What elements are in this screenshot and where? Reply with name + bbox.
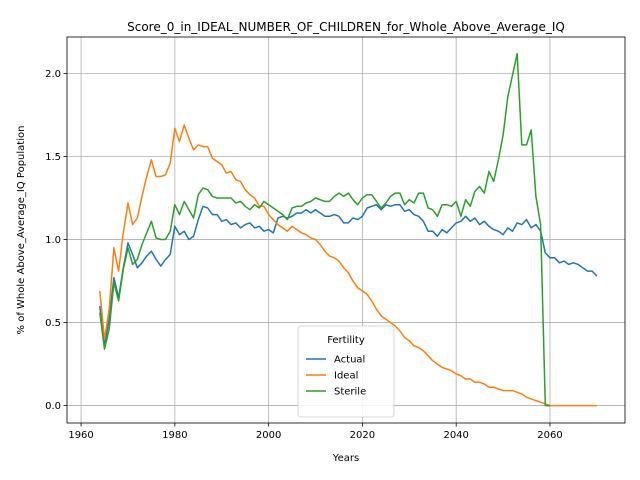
legend-label-ideal: Ideal (334, 371, 358, 382)
series-line-actual (99, 203, 598, 347)
y-axis-ticks: 0.0 0.5 1.0 1.5 2.0 (45, 69, 67, 412)
x-tick-label: 2060 (537, 430, 562, 441)
plot-frame (66, 36, 626, 424)
y-tick-label: 1.5 (45, 152, 61, 163)
x-tick-label: 1980 (162, 430, 187, 441)
legend-items: Actual Ideal Sterile (306, 355, 366, 398)
series-lines (99, 52, 598, 407)
x-tick-label: 2040 (443, 430, 468, 441)
legend-title: Fertility (327, 335, 365, 346)
x-tick-label: 1960 (68, 430, 93, 441)
legend-box (297, 325, 395, 418)
series-line-ideal (99, 124, 597, 407)
y-tick-label: 2.0 (45, 69, 61, 80)
y-axis-label: % of Whole Above_Average_IQ Population (16, 126, 27, 335)
legend: Fertility Actual Ideal Sterile (297, 325, 395, 418)
x-axis-ticks: 1960 1980 2000 2020 2040 2060 (68, 423, 563, 441)
y-tick-label: 0.5 (45, 318, 61, 329)
x-axis-label: Years (332, 453, 359, 464)
chart-title: Score_0_in_IDEAL_NUMBER_OF_CHILDREN_for_… (127, 20, 565, 34)
y-tick-label: 0.0 (45, 401, 61, 412)
x-tick-label: 2000 (256, 430, 281, 441)
y-tick-label: 1.0 (45, 235, 61, 246)
legend-label-sterile: Sterile (334, 387, 366, 398)
x-tick-label: 2020 (350, 430, 375, 441)
series-line-sterile (99, 52, 550, 407)
legend-label-actual: Actual (334, 355, 365, 366)
